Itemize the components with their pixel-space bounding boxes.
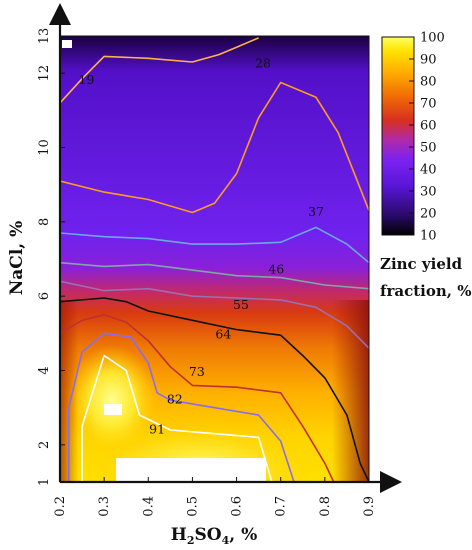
y-tick-label: 1: [37, 478, 52, 486]
contour-line-91: [81, 354, 273, 482]
colorbar-title-line2: fraction, %: [380, 282, 471, 300]
x-axis-ticks: 0.2 0.3 0.4 0.5 0.6 0.7 0.8 0.9: [53, 477, 377, 517]
y-axis-title: NaCl, %: [7, 221, 27, 296]
x-tick-label: 0.4: [141, 496, 156, 517]
x-tick-label: 0.2: [53, 496, 68, 517]
x-tick-label: 0.7: [274, 496, 289, 517]
contour-label-55: 55: [233, 297, 249, 312]
contour-label-46: 46: [268, 262, 284, 277]
y-tick-label: 4: [37, 366, 52, 374]
y-tick-label: 8: [37, 218, 52, 226]
contour-lines: [60, 37, 369, 482]
colorbar-tick-label: 90: [420, 53, 437, 68]
colorbar-tick-label: 10: [420, 229, 437, 244]
y-tick-label: 6: [37, 292, 52, 300]
colorbar-tick-label: 100: [420, 31, 445, 46]
contour-label-82: 82: [167, 392, 183, 407]
x-tick-label: 0.3: [97, 496, 112, 517]
contour-line-82: [68, 332, 295, 482]
saturated-region-bottom: [116, 458, 266, 482]
contour-line-28: [60, 81, 369, 214]
contour-line-64: [60, 297, 369, 482]
y-tick-label: 13: [37, 28, 52, 45]
x-tick-label: 0.6: [230, 496, 245, 517]
contour-line-73: [60, 314, 335, 482]
contour-line-55: [60, 280, 369, 349]
contour-line-46: [60, 261, 369, 290]
colorbar-ticks: 10 20 30 40 50 60 70 80 90 100: [409, 31, 445, 244]
saturated-region-corner: [62, 40, 72, 48]
colorbar-title-line1: Zinc yield: [380, 255, 463, 273]
y-tick-label: 12: [37, 65, 52, 82]
x-tick-label: 0.5: [185, 496, 200, 517]
contour-label-73: 73: [189, 364, 205, 379]
colorbar-tick-label: 30: [420, 185, 437, 200]
colorbar-tick-label: 20: [420, 207, 437, 222]
colorbar-tick-label: 70: [420, 97, 437, 112]
colorbar: [381, 36, 415, 236]
x-axis-title: H2SO4, %: [171, 525, 257, 547]
contour-label-91: 91: [149, 421, 165, 436]
contour-line-19: [60, 37, 259, 104]
contour-label-19: 19: [79, 72, 95, 87]
contour-label-64: 64: [215, 327, 231, 342]
saturated-region-upper: [104, 404, 122, 415]
y-tick-label: 10: [37, 139, 52, 156]
colorbar-tick-label: 40: [420, 163, 437, 178]
contour-line-37: [60, 226, 369, 264]
y-tick-label: 2: [37, 441, 52, 449]
x-tick-label: 0.8: [318, 496, 333, 517]
colorbar-tick-label: 60: [420, 119, 437, 134]
contour-label-28: 28: [255, 55, 271, 70]
contour-label-37: 37: [308, 204, 324, 219]
colorbar-tick-label: 50: [420, 141, 437, 156]
colorbar-tick-label: 80: [420, 75, 437, 90]
x-tick-label: 0.9: [362, 496, 377, 517]
